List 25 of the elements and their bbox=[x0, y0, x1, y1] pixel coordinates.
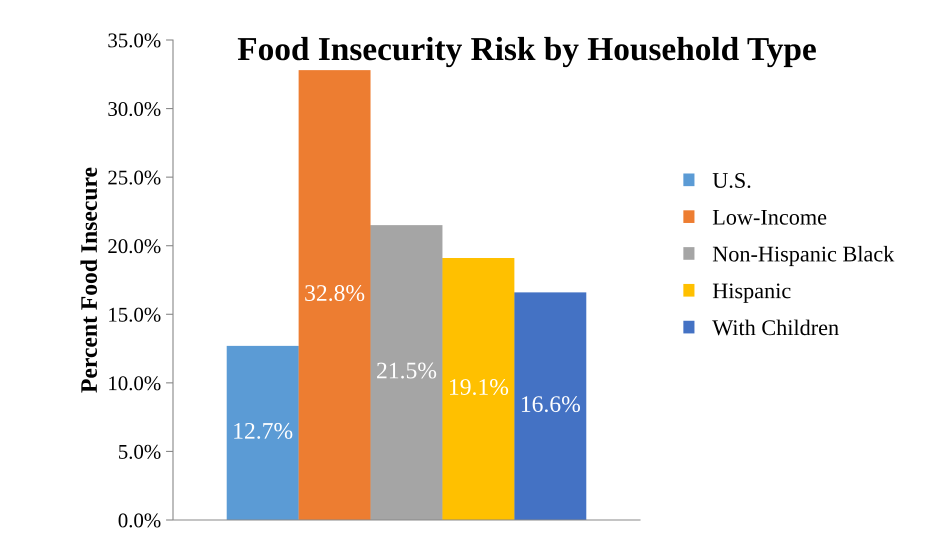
y-tick-label: 10.0% bbox=[109, 376, 160, 390]
bar bbox=[514, 292, 586, 520]
legend-label: Low-Income bbox=[712, 210, 826, 225]
y-tick-label: 20.0% bbox=[108, 239, 160, 254]
data-label: 19.1% bbox=[450, 379, 508, 396]
y-tick-label: 5.0% bbox=[119, 444, 160, 459]
y-tick-label: 15.0% bbox=[109, 308, 160, 322]
y-axis-title: Percent Food Insecure bbox=[80, 168, 98, 393]
legend-label: Non-Hispanic Black bbox=[712, 246, 894, 266]
data-label: 12.7% bbox=[234, 422, 292, 439]
y-tick-label: 35.0% bbox=[108, 33, 160, 48]
y-tick-label: 25.0% bbox=[108, 170, 160, 185]
bar bbox=[442, 258, 514, 520]
y-tick-label: 30.0% bbox=[108, 102, 160, 116]
chart-title: Food Insecurity Risk by Household Type bbox=[238, 36, 816, 68]
data-label: 32.8% bbox=[305, 285, 364, 302]
legend-label: With Children bbox=[712, 320, 839, 336]
y-tick-label: 0.0% bbox=[118, 513, 160, 528]
data-label: 21.5% bbox=[377, 362, 436, 379]
data-label: 16.6% bbox=[522, 396, 580, 412]
legend-label: U.S. bbox=[712, 172, 750, 188]
bar bbox=[226, 346, 299, 520]
bar bbox=[298, 70, 371, 520]
bar bbox=[370, 225, 442, 520]
legend-label: Hispanic bbox=[712, 283, 791, 303]
